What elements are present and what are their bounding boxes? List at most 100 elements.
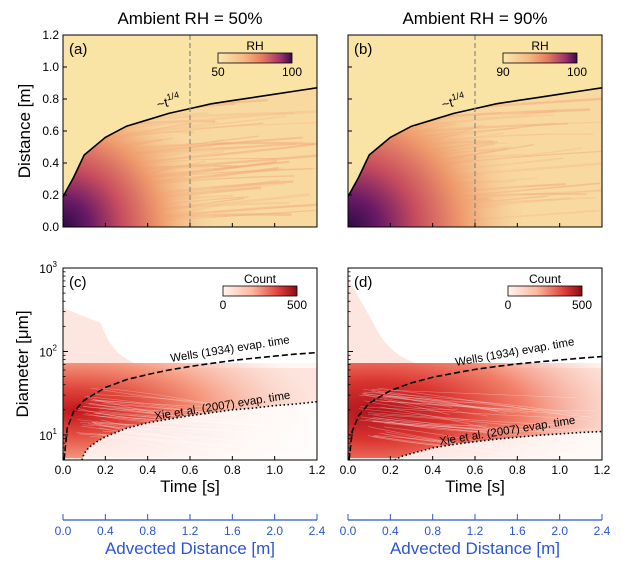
advected-tick-label: 1.2	[467, 524, 484, 538]
x-tick-label: 0.0	[55, 463, 72, 477]
count-streak	[369, 417, 559, 432]
advected-tick-label: 2.4	[594, 524, 611, 538]
y-tick-label: 1.0	[42, 60, 59, 74]
front-curve	[63, 87, 317, 197]
advected-tick-label: 1.2	[182, 524, 199, 538]
count-streak	[91, 387, 209, 405]
count-streak	[363, 389, 459, 405]
below-xie-region	[394, 431, 602, 460]
advected-tick-label: 1.6	[224, 524, 241, 538]
count-streak	[368, 426, 466, 446]
advected-tick-label: 0.8	[424, 524, 441, 538]
x-tick-label: 0.2	[382, 463, 399, 477]
panel-label: (d)	[354, 274, 372, 291]
y-tick-label: 0.8	[42, 92, 59, 106]
panel-label: (a)	[69, 41, 87, 58]
y-tick-label: 0.0	[42, 220, 59, 234]
count-streak	[386, 420, 486, 432]
wells-curve	[63, 351, 317, 460]
x-axis-label: Time [s]	[445, 477, 505, 496]
y-tick-label: 0.2	[42, 188, 59, 202]
panel-a: ~t1/4 Ambient RH = 50% 0.0 0.2 0.4 0.6 0.8 1.0 1…	[15, 9, 318, 234]
advected-tick-label: 2.4	[309, 524, 326, 538]
count-streak	[364, 400, 459, 410]
colorbar-min: 90	[496, 65, 510, 79]
x-tick-label: 0.0	[340, 463, 357, 477]
count-streak	[360, 416, 488, 426]
count-streak	[372, 421, 508, 436]
count-streak	[377, 391, 489, 404]
y-tick-label: 101	[39, 427, 57, 443]
advected-tick-label: 0.0	[55, 524, 72, 538]
x-tick-label: 0.2	[97, 463, 114, 477]
y-tick-label: 1.2	[42, 28, 59, 42]
ambient-region	[63, 35, 317, 197]
colorbar	[502, 52, 578, 64]
plot-area-a	[63, 35, 317, 227]
colorbar-max: 100	[282, 65, 302, 79]
count-streak	[360, 406, 587, 420]
x-tick-label: 1.0	[266, 463, 283, 477]
advected-tick-label: 0.4	[97, 524, 114, 538]
x-tick-label: 0.8	[224, 463, 241, 477]
advected-axis-label: Advected Distance [m]	[390, 539, 560, 558]
count-streak	[385, 395, 562, 414]
y-tick-label: 0.4	[42, 156, 59, 170]
plot-frame	[347, 34, 603, 228]
count-streak	[371, 399, 596, 412]
colorbar-label: Count	[244, 272, 277, 286]
count-streak	[381, 394, 507, 414]
count-streak	[368, 412, 566, 426]
panel-b: ~t1/4 Ambient RH = 90% RH 90 100 (b)	[347, 9, 603, 228]
count-streak	[373, 416, 521, 433]
x-tick-label: 1.2	[309, 463, 326, 477]
colorbar-min: 50	[211, 65, 225, 79]
colorbar-max: 500	[287, 298, 307, 312]
colorbar	[507, 285, 583, 297]
x-tick-label: 0.6	[182, 463, 199, 477]
scaling-annotation: ~t1/4	[155, 90, 182, 112]
count-streak	[371, 390, 453, 408]
count-streak	[384, 398, 488, 417]
count-streak	[363, 391, 579, 415]
y-tick-label: 103	[39, 260, 57, 276]
ambient-region	[348, 35, 602, 197]
advected-axis-label: Advected Distance [m]	[105, 539, 275, 558]
count-streak	[380, 400, 592, 418]
x-tick-label: 0.4	[139, 463, 156, 477]
plot-area-b	[348, 35, 602, 227]
y-tick-label: 0.6	[42, 124, 59, 138]
advected-tick-label: 1.6	[509, 524, 526, 538]
x-tick-label: 0.6	[467, 463, 484, 477]
panel-title: Ambient RH = 90%	[402, 9, 547, 28]
plot-frame	[62, 267, 318, 461]
x-axis-label: Time [s]	[160, 477, 220, 496]
colorbar-label: RH	[246, 39, 263, 53]
x-tick-label: 0.4	[424, 463, 441, 477]
x-tick-label: 1.0	[551, 463, 568, 477]
y-axis-label: Diameter [μm]	[13, 310, 32, 417]
advected-tick-label: 0.0	[340, 524, 357, 538]
plot-frame	[62, 34, 318, 228]
colorbar-min: 0	[505, 298, 512, 312]
count-streak	[362, 393, 450, 415]
x-tick-label: 0.8	[509, 463, 526, 477]
panel-title: Ambient RH = 50%	[117, 9, 262, 28]
advected-tick-label: 2.0	[266, 524, 283, 538]
count-streak	[360, 419, 595, 430]
colorbar	[217, 52, 293, 64]
plot-frame	[347, 267, 603, 461]
count-streak	[100, 387, 227, 408]
count-streak	[372, 420, 572, 433]
panel-label: (c)	[69, 274, 87, 291]
below-xie-region	[82, 401, 317, 460]
count-streak	[85, 395, 211, 412]
count-streak	[89, 398, 179, 418]
colorbar-min: 0	[220, 298, 227, 312]
count-streak	[365, 418, 458, 428]
count-streak	[379, 406, 490, 429]
advected-tick-label: 0.4	[382, 524, 399, 538]
